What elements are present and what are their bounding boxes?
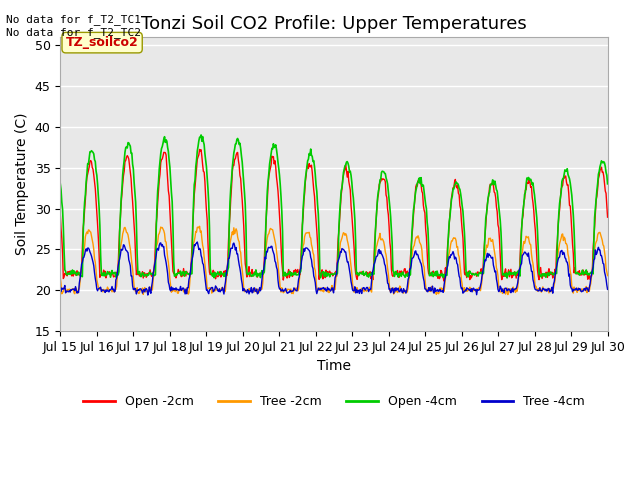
X-axis label: Time: Time — [317, 359, 351, 373]
Open -4cm — [417, 175, 425, 180]
Line: Open -2cm: Open -2cm — [60, 149, 607, 281]
Tree -4cm — [418, 264, 426, 270]
Open -4cm — [503, 275, 511, 281]
Open -2cm — [67, 268, 74, 274]
Open -2cm — [196, 146, 204, 152]
Tree -4cm — [179, 285, 187, 291]
Tree -2cm — [604, 273, 611, 278]
Open -4cm — [197, 132, 205, 138]
Tree -4cm — [123, 248, 131, 253]
Open -4cm — [123, 144, 131, 150]
Tree -4cm — [209, 285, 216, 290]
Open -2cm — [417, 182, 425, 188]
Text: TZ_soilco2: TZ_soilco2 — [66, 36, 138, 49]
Line: Tree -2cm: Tree -2cm — [60, 226, 607, 295]
Tree -2cm — [123, 229, 131, 235]
Legend: Open -2cm, Tree -2cm, Open -4cm, Tree -4cm: Open -2cm, Tree -2cm, Open -4cm, Tree -4… — [78, 390, 589, 413]
Tree -4cm — [604, 287, 611, 292]
Open -2cm — [604, 214, 611, 220]
Tree -4cm — [56, 288, 64, 294]
Open -2cm — [56, 211, 64, 217]
Open -2cm — [208, 271, 216, 277]
Tree -2cm — [178, 287, 186, 293]
Text: No data for f_T2_TC1
No data for f_T2_TC2: No data for f_T2_TC1 No data for f_T2_TC… — [6, 14, 141, 38]
Open -4cm — [604, 181, 611, 187]
Tree -2cm — [401, 289, 409, 295]
Tree -4cm — [402, 290, 410, 296]
Tree -2cm — [56, 275, 64, 280]
Open -4cm — [178, 271, 186, 277]
Open -2cm — [123, 155, 131, 160]
Tree -4cm — [144, 292, 152, 298]
Open -2cm — [178, 273, 186, 279]
Line: Open -4cm: Open -4cm — [60, 135, 607, 278]
Open -4cm — [401, 275, 409, 280]
Tree -2cm — [208, 290, 216, 296]
Tree -2cm — [196, 223, 204, 229]
Tree -2cm — [417, 242, 425, 248]
Line: Tree -4cm: Tree -4cm — [60, 242, 607, 295]
Y-axis label: Soil Temperature (C): Soil Temperature (C) — [15, 113, 29, 255]
Tree -2cm — [67, 288, 74, 293]
Tree -2cm — [504, 292, 512, 298]
Open -2cm — [401, 266, 409, 272]
Open -4cm — [67, 272, 74, 277]
Open -2cm — [440, 278, 448, 284]
Title: Tonzi Soil CO2 Profile: Upper Temperatures: Tonzi Soil CO2 Profile: Upper Temperatur… — [141, 15, 527, 33]
Tree -4cm — [67, 289, 74, 295]
Tree -4cm — [193, 239, 201, 245]
Open -4cm — [56, 181, 64, 187]
Open -4cm — [208, 271, 216, 277]
